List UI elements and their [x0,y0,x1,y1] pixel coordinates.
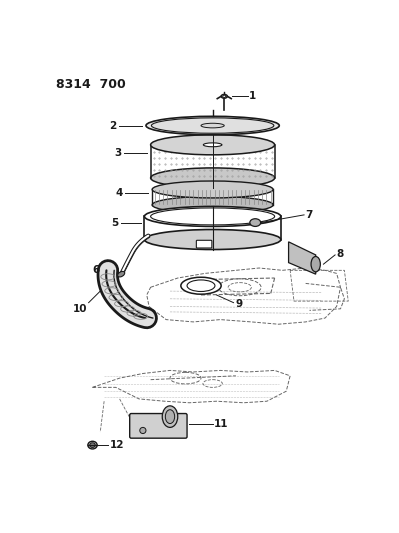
Ellipse shape [187,280,215,292]
Ellipse shape [151,135,275,155]
Ellipse shape [144,230,281,249]
Ellipse shape [118,271,125,277]
Ellipse shape [144,206,281,227]
FancyBboxPatch shape [196,240,212,248]
Ellipse shape [146,116,279,135]
Text: 8: 8 [337,249,344,259]
Ellipse shape [311,256,320,272]
Ellipse shape [165,410,175,424]
Text: 9: 9 [235,299,242,309]
Ellipse shape [201,123,224,128]
Polygon shape [288,242,316,274]
Ellipse shape [250,219,261,227]
Text: 12: 12 [110,440,124,450]
Ellipse shape [203,143,222,147]
Text: 4: 4 [115,188,123,198]
Text: 3: 3 [114,148,121,158]
Text: 10: 10 [73,304,87,314]
Ellipse shape [151,208,275,225]
Ellipse shape [152,196,273,213]
Ellipse shape [151,118,274,133]
Ellipse shape [151,168,275,188]
Ellipse shape [223,95,226,98]
Ellipse shape [152,181,273,198]
Ellipse shape [90,443,95,447]
Text: 5: 5 [112,217,119,228]
Text: 1: 1 [249,91,256,101]
Text: 8314  700: 8314 700 [56,78,126,91]
Ellipse shape [221,94,227,98]
FancyBboxPatch shape [130,414,187,438]
Text: 6: 6 [92,265,99,276]
Text: 2: 2 [109,120,117,131]
Ellipse shape [162,406,178,427]
Ellipse shape [181,277,221,294]
Text: 7: 7 [306,210,313,220]
Ellipse shape [140,427,146,433]
Text: 11: 11 [214,419,229,429]
Ellipse shape [88,441,97,449]
